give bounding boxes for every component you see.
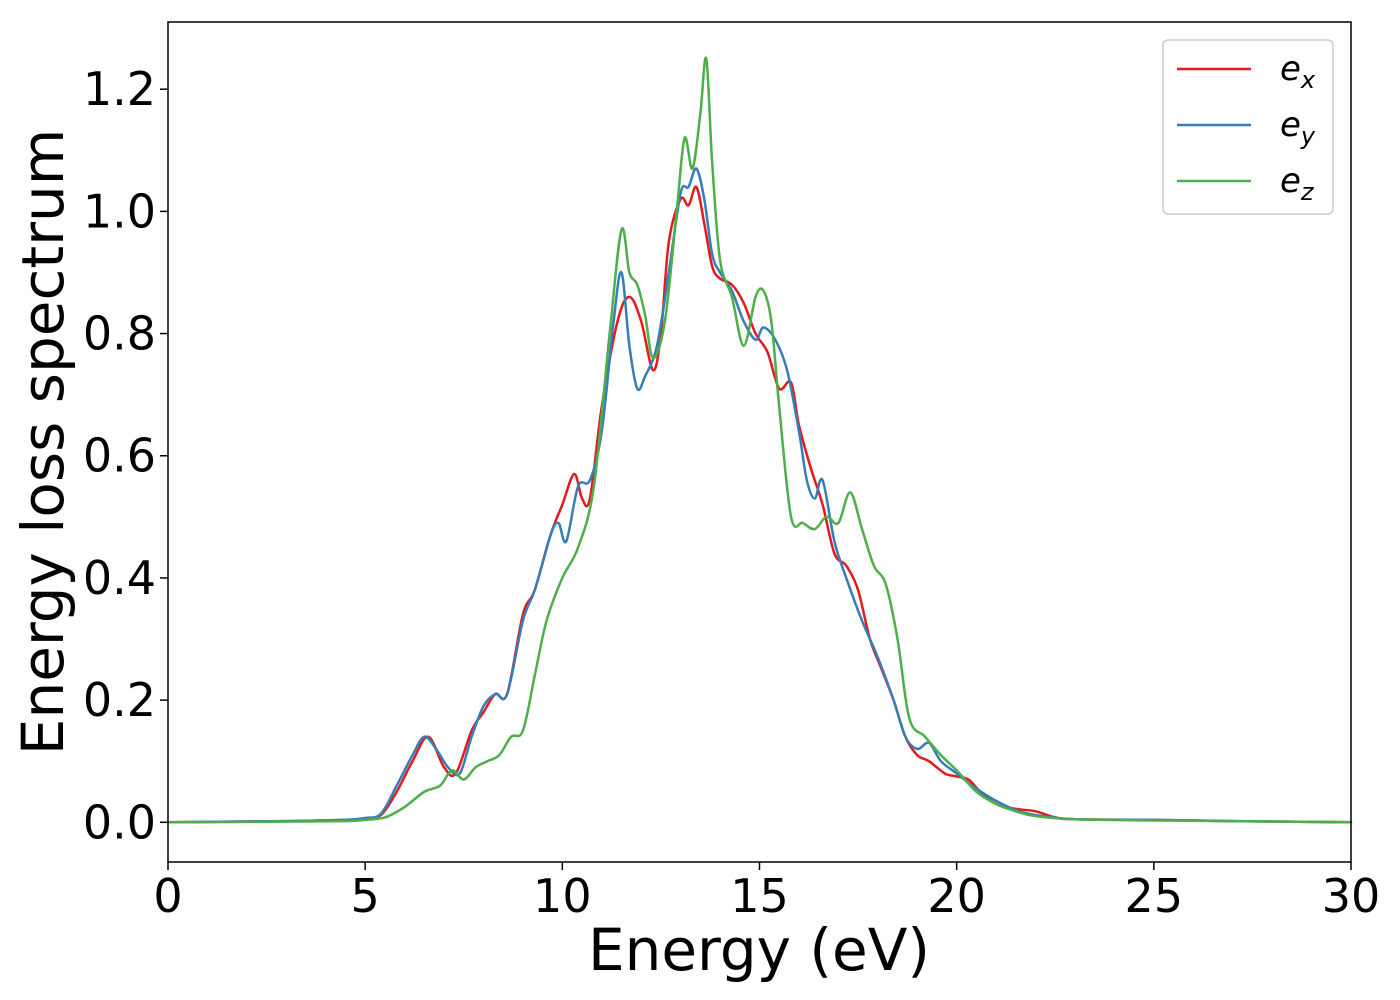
legend-label-x: ex	[1280, 49, 1316, 94]
legend-box	[1162, 39, 1334, 215]
y-tick-label: 0.2	[83, 673, 156, 727]
y-axis: 0.0 0.2 0.4 0.6 0.8 1.0 1.2	[83, 62, 168, 849]
legend-label-z: ez	[1280, 161, 1315, 206]
plot-lines	[166, 56, 1353, 824]
y-tick-label: 0.6	[83, 429, 156, 483]
x-axis-title: Energy (eV)	[588, 916, 930, 984]
x-tick-label: 0	[153, 869, 182, 923]
x-tick-label: 20	[927, 869, 986, 923]
y-tick-label: 0.0	[83, 795, 156, 849]
y-tick-label: 0.4	[83, 551, 156, 605]
x-tick-label: 30	[1322, 869, 1381, 923]
x-tick-label: 10	[533, 869, 592, 923]
y-tick-label: 1.2	[83, 62, 156, 116]
legend-label-y: ey	[1280, 105, 1316, 150]
legend: ex ey ez	[1162, 39, 1334, 215]
y-tick-label: 1.0	[83, 184, 156, 238]
x-tick-label: 5	[351, 869, 380, 923]
x-tick-label: 15	[730, 869, 789, 923]
series-line-e-z	[166, 56, 1353, 824]
series-line-e-y	[166, 167, 1353, 824]
series-line-e-x	[166, 185, 1353, 824]
x-tick-label: 25	[1125, 869, 1184, 923]
y-axis-title: Energy loss spectrum	[9, 129, 77, 755]
y-tick-label: 0.8	[83, 307, 156, 361]
x-axis: 0 5 10 15 20 25 30	[153, 862, 1380, 923]
